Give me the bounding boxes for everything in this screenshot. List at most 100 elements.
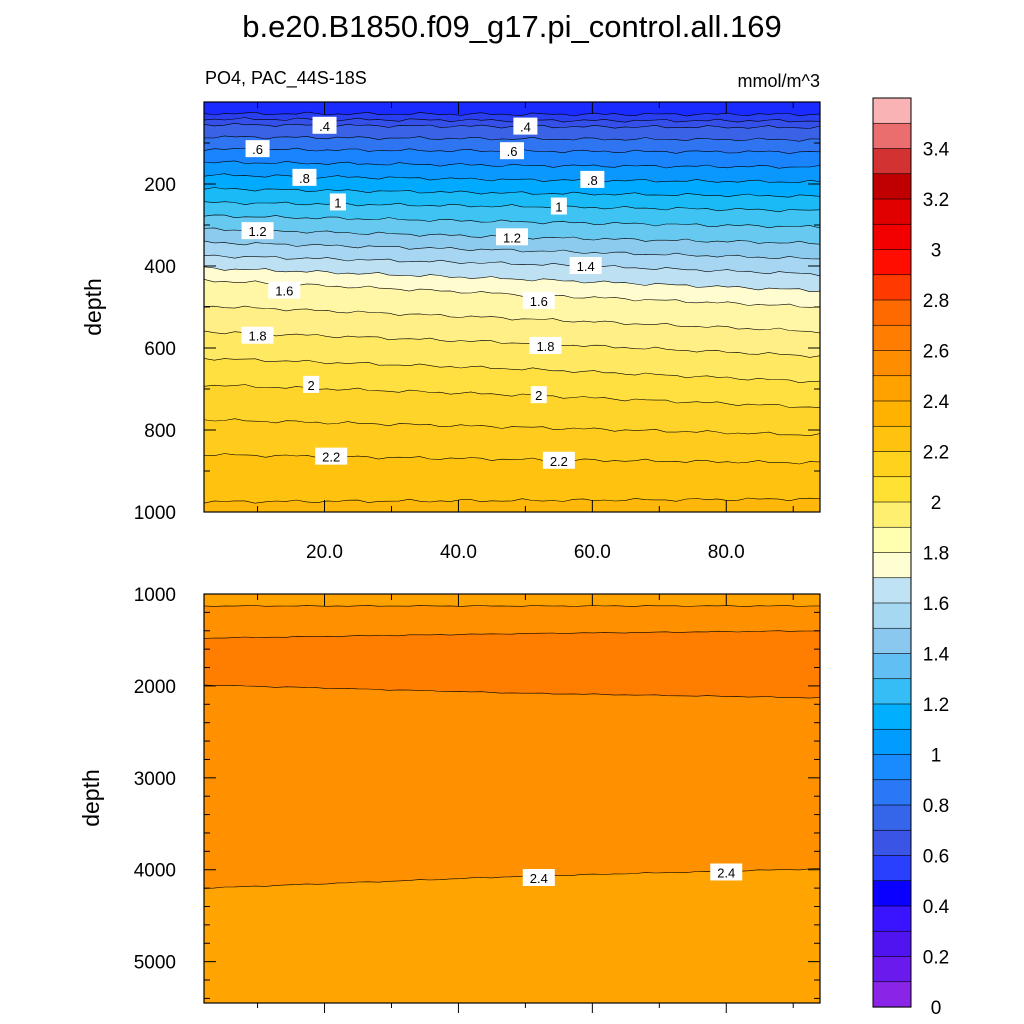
contour-line: [203, 111, 821, 117]
colorbar-swatch: [872, 324, 912, 352]
contour-label: 2: [303, 375, 320, 393]
contour-label-text: 1.6: [530, 294, 548, 309]
contour-label-text: 2.4: [530, 871, 548, 886]
contour-label: .4: [513, 117, 538, 135]
contour-label: 1.8: [529, 336, 562, 354]
contour-line: [203, 201, 821, 213]
contour-line: [203, 240, 821, 260]
contour-label-text: 2.2: [322, 450, 340, 465]
colorbar-swatch: [872, 299, 912, 326]
colorbar-swatch: [872, 930, 912, 958]
upper-axis-ticks: 200 400 600 800 1000 20.0 40.0 60.0 80.0: [134, 102, 820, 563]
contour-label-text: 2.4: [717, 865, 735, 880]
colorbar-frame: [872, 97, 912, 1008]
contour-label-text: 2.2: [550, 454, 568, 469]
colorbar-swatch: [872, 400, 912, 427]
colorbar-swatch: [872, 122, 912, 150]
contour-label: 2.4: [710, 863, 743, 881]
contour-line: [203, 630, 821, 639]
colorbar-label: 1.8: [923, 544, 949, 565]
contour-label: 1.2: [241, 222, 274, 240]
colorbar-swatch: [872, 274, 912, 301]
contour-line: [203, 330, 821, 358]
contour-line: [203, 453, 821, 465]
contour-label: 1: [329, 193, 346, 211]
contour-label: 1.2: [496, 228, 528, 246]
contour-band: [204, 868, 820, 1003]
colorbar-swatch: [872, 198, 912, 225]
contour-line: [203, 214, 821, 229]
contour-label-text: 1.8: [536, 339, 554, 354]
contour-label-box: [522, 291, 555, 309]
colorbar-swatch: [872, 855, 912, 882]
colorbar-swatch: [872, 602, 912, 629]
colorbar-swatch: [872, 552, 912, 579]
contour-label: 1.4: [569, 257, 602, 274]
units-label: mmol/m^3: [738, 71, 820, 91]
contour-label: .8: [580, 170, 605, 188]
colorbar-swatch: [872, 375, 912, 402]
contour-band: [204, 498, 820, 512]
contour-label: 2.4: [522, 869, 555, 887]
contour-label-text: .6: [507, 144, 518, 159]
colorbar-label: 1: [931, 746, 942, 767]
lower-panel: 2.4 2.4 1000 2000 3000 4000 5000 depth: [78, 585, 821, 1013]
x-tick-label: 40.0: [440, 542, 477, 563]
colorbar-label: 2.6: [923, 342, 949, 363]
y-tick-label: 600: [144, 339, 176, 360]
contour-label-box: [312, 116, 337, 134]
contour-line: [203, 684, 821, 699]
contour-label-text: 1.2: [249, 224, 267, 239]
colorbar-swatch: [872, 425, 912, 453]
contour-line: [203, 254, 821, 277]
contour-line: [203, 266, 821, 293]
colorbar-swatch: [872, 501, 912, 528]
contour-label-box: [241, 326, 274, 344]
colorbar-label: 0.8: [923, 796, 949, 817]
contour-line: [203, 418, 821, 437]
colorbar-swatch: [872, 148, 912, 175]
y-tick-label: 800: [144, 421, 176, 442]
contour-label: 2.2: [542, 451, 575, 469]
colorbar-swatch: [872, 703, 912, 730]
contour-label: 1.8: [241, 326, 274, 344]
colorbar-swatch: [872, 577, 912, 604]
colorbar-label: 3: [931, 241, 942, 262]
colorbar-swatch: [872, 526, 912, 554]
x-tick-label: 80.0: [708, 542, 745, 563]
contour-label-box: [522, 869, 555, 887]
y-tick-label: 1000: [134, 585, 176, 606]
colorbar-swatch: [872, 956, 912, 983]
y-tick-label: 4000: [134, 861, 176, 882]
contour-label: 2: [530, 386, 547, 404]
contour-label-text: .4: [319, 119, 330, 134]
colorbar-swatch: [872, 476, 912, 503]
colorbar-swatch: [872, 728, 912, 756]
colorbar-label: 1.6: [923, 594, 949, 615]
colorbar-label: 0.2: [923, 948, 949, 969]
colorbar-label: 2.2: [923, 443, 949, 464]
x-tick-label: 20.0: [306, 542, 343, 563]
contour-label-box: [315, 447, 348, 465]
subtitle-left: PO4, PAC_44S-18S: [205, 68, 367, 89]
colorbar-label: 0.6: [923, 847, 949, 868]
contour-label-box: [268, 281, 301, 299]
contour-label-text: .6: [252, 142, 263, 157]
colorbar-swatch: [872, 653, 912, 680]
contour-label-box: [542, 451, 575, 469]
contour-label-text: .8: [299, 171, 310, 186]
contour-label-box: [580, 170, 605, 188]
contour-line: [203, 160, 821, 169]
contour-label: 2.2: [315, 447, 348, 465]
colorbar-swatch: [872, 249, 912, 276]
contour-label-text: 1.6: [275, 284, 293, 299]
colorbar-label: 3.2: [923, 190, 949, 211]
contour-label: .6: [245, 140, 270, 158]
colorbar-swatch: [872, 173, 912, 200]
colorbar-swatch: [872, 451, 912, 478]
contour-label-box: [530, 386, 547, 404]
colorbar-label: 1.4: [923, 645, 950, 666]
colorbar-swatch: [872, 804, 912, 831]
contour-label-box: [569, 257, 602, 274]
colorbar-swatch: [872, 754, 912, 781]
